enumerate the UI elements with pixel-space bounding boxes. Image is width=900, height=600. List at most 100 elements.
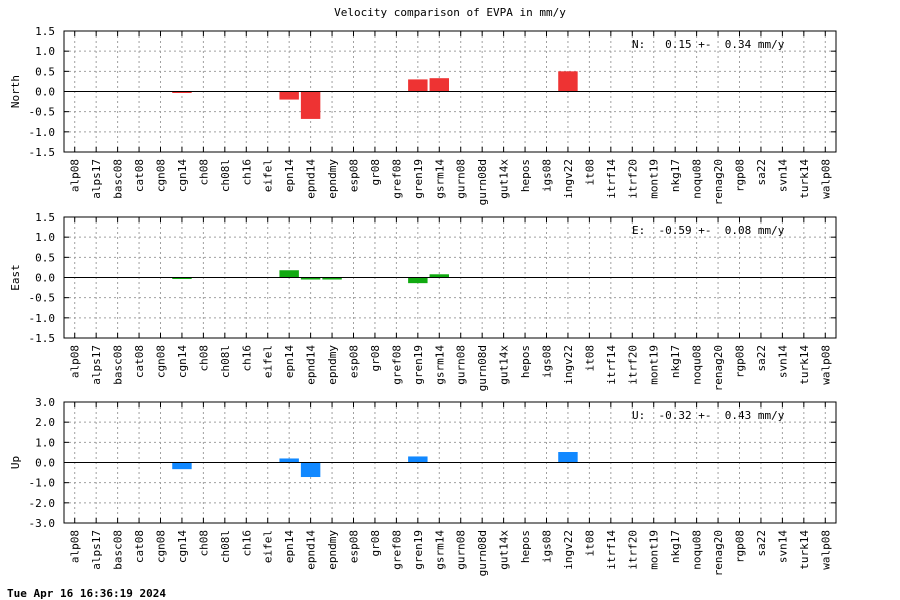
x-tick-label: ch08l xyxy=(219,345,232,378)
x-tick-label: alp08 xyxy=(69,345,82,378)
x-tick-label: epnd14 xyxy=(305,530,318,570)
bar-gren19 xyxy=(408,277,428,284)
x-tick-label: epndmy xyxy=(326,345,339,385)
y-tick-label: -1.0 xyxy=(29,477,56,490)
y-tick-label: 2.0 xyxy=(35,416,55,429)
x-tick-label: epndmy xyxy=(326,159,339,199)
x-tick-label: sa22 xyxy=(755,159,768,186)
x-tick-label: igs08 xyxy=(541,159,554,192)
y-tick-label: 0.0 xyxy=(35,272,55,285)
x-tick-label: gurn08 xyxy=(455,530,468,570)
y-tick-label: 0.0 xyxy=(35,457,55,470)
plot-frame xyxy=(63,401,837,524)
y-tick-label: 1.0 xyxy=(35,436,55,449)
x-tick-label: epn14 xyxy=(283,159,296,192)
x-tick-label: gurn08 xyxy=(455,345,468,385)
timestamp: Tue Apr 16 16:36:19 2024 xyxy=(7,587,166,600)
y-tick-label: -0.5 xyxy=(29,106,56,119)
x-tick-label: walp08 xyxy=(819,159,832,199)
bar-epnd14 xyxy=(300,91,321,119)
y-axis-label: East xyxy=(9,264,22,291)
x-tick-label: ch16 xyxy=(240,345,253,372)
stats-annotation: N: 0.15 +- 0.34 mm/y xyxy=(632,38,785,51)
x-tick-label: ingv22 xyxy=(562,345,575,385)
x-tick-label: igs08 xyxy=(541,530,554,563)
x-tick-label: turk14 xyxy=(798,530,811,570)
x-tick-label: esp08 xyxy=(348,159,361,192)
x-tick-label: cgn14 xyxy=(176,159,189,192)
y-tick-label: 0.5 xyxy=(35,65,55,78)
x-tick-label: hepos xyxy=(519,530,532,563)
x-tick-label: ch08 xyxy=(197,530,210,557)
x-tick-label: gurn08d xyxy=(476,345,489,391)
y-tick-label: -0.5 xyxy=(29,292,56,305)
x-tick-label: itrf20 xyxy=(626,530,639,570)
x-tick-label: eifel xyxy=(262,345,275,378)
x-tick-label: itrf14 xyxy=(605,530,618,570)
x-tick-label: hepos xyxy=(519,345,532,378)
y-tick-label: -1.0 xyxy=(29,126,56,139)
x-tick-label: sa22 xyxy=(755,530,768,557)
x-tick-label: igs08 xyxy=(541,345,554,378)
x-tick-label: gref08 xyxy=(390,530,403,570)
x-tick-label: renag20 xyxy=(712,345,725,391)
x-tick-label: epndmy xyxy=(326,530,339,570)
x-tick-label: svn14 xyxy=(776,530,789,563)
x-tick-label: alp08 xyxy=(69,159,82,192)
x-tick-label: sa22 xyxy=(755,345,768,372)
x-tick-label: ch08 xyxy=(197,159,210,186)
x-tick-label: gut14x xyxy=(498,530,511,570)
chart-title: Velocity comparison of EVPA in mm/y xyxy=(334,6,566,19)
x-tick-label: itrf14 xyxy=(605,159,618,199)
x-tick-label: walp08 xyxy=(819,345,832,385)
x-tick-label: itrf20 xyxy=(626,159,639,199)
bar-epn14 xyxy=(279,91,299,100)
x-tick-label: gurn08d xyxy=(476,159,489,205)
y-tick-label: -1.5 xyxy=(29,146,56,159)
x-tick-label: cgn08 xyxy=(155,530,168,563)
x-tick-label: nkg17 xyxy=(669,530,682,563)
x-tick-label: gref08 xyxy=(390,159,403,199)
x-tick-label: epn14 xyxy=(283,345,296,378)
x-tick-label: cgn08 xyxy=(155,345,168,378)
x-tick-label: gut14x xyxy=(498,159,511,199)
y-tick-label: -1.5 xyxy=(29,332,56,345)
x-tick-label: basc08 xyxy=(112,530,125,570)
bar-gren19 xyxy=(408,79,428,92)
x-tick-label: noqu08 xyxy=(691,530,704,570)
x-tick-label: mont19 xyxy=(648,530,661,570)
x-tick-label: alp08 xyxy=(69,530,82,563)
x-tick-label: svn14 xyxy=(776,159,789,192)
x-tick-label: cat08 xyxy=(133,530,146,563)
x-tick-label: it08 xyxy=(583,159,596,186)
y-axis-label: North xyxy=(9,75,22,108)
x-tick-label: ch08 xyxy=(197,345,210,372)
bar-epndmy xyxy=(322,277,342,280)
x-tick-label: it08 xyxy=(583,530,596,557)
x-tick-label: noqu08 xyxy=(691,159,704,199)
bar-gren19 xyxy=(408,456,428,463)
bar-gsrm14 xyxy=(429,78,449,92)
x-tick-label: epn14 xyxy=(283,530,296,563)
x-tick-label: rgp08 xyxy=(734,345,747,378)
x-tick-label: noqu08 xyxy=(691,345,704,385)
x-tick-label: svn14 xyxy=(776,345,789,378)
bar-ingv22 xyxy=(558,71,578,92)
x-tick-label: gren19 xyxy=(412,345,425,385)
bar-cgn14 xyxy=(172,462,192,470)
y-tick-label: 1.5 xyxy=(35,25,55,38)
x-tick-label: epnd14 xyxy=(305,345,318,385)
x-tick-label: gren19 xyxy=(412,159,425,199)
y-tick-label: 1.5 xyxy=(35,211,55,224)
x-tick-label: nkg17 xyxy=(669,159,682,192)
x-tick-label: cgn08 xyxy=(155,159,168,192)
x-tick-label: epnd14 xyxy=(305,159,318,199)
bar-epn14 xyxy=(279,270,299,278)
x-tick-label: ch16 xyxy=(240,530,253,557)
bar-cgn14 xyxy=(172,91,192,93)
x-tick-label: renag20 xyxy=(712,530,725,576)
x-tick-label: gref08 xyxy=(390,345,403,385)
x-tick-label: ch08l xyxy=(219,159,232,192)
x-tick-label: gren19 xyxy=(412,530,425,570)
